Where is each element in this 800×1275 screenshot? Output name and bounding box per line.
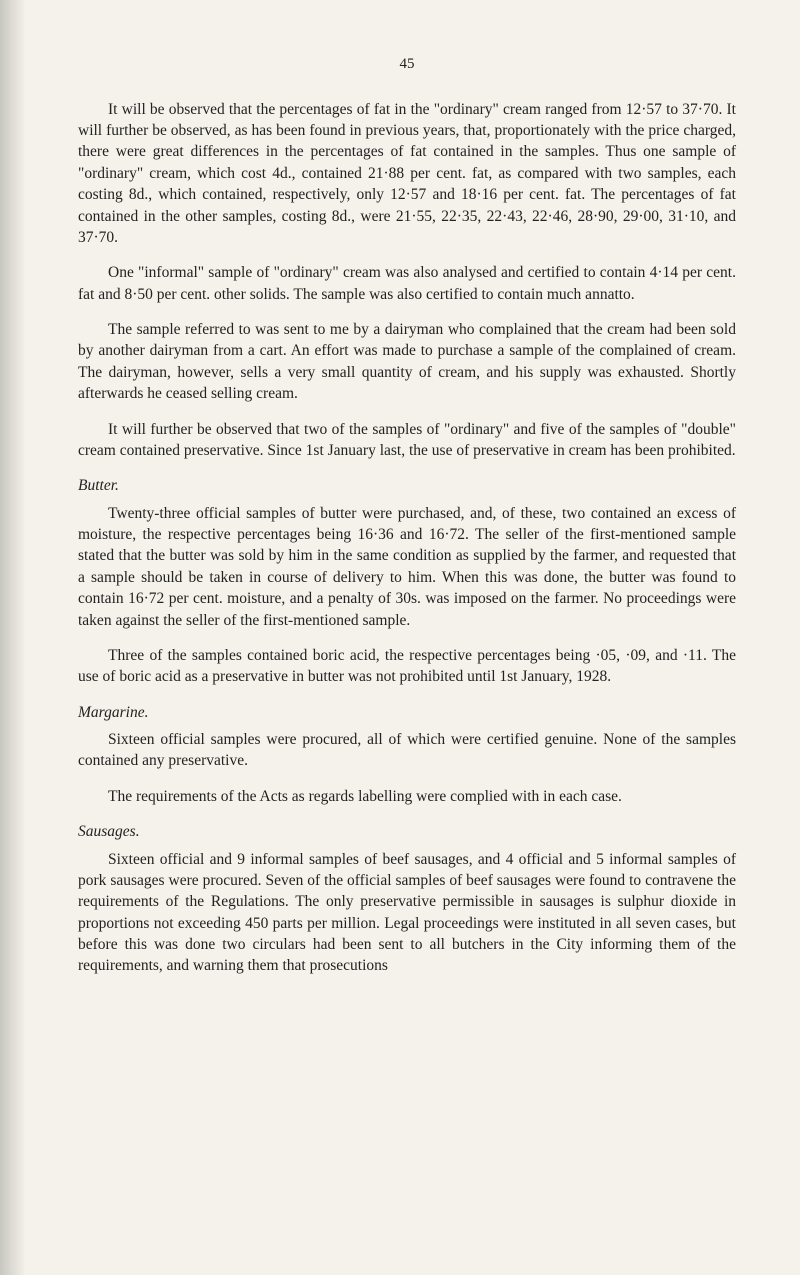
body-paragraph: Sixteen official samples were procured, … — [78, 729, 736, 772]
document-page: 45 It will be observed that the percenta… — [0, 0, 800, 1275]
section-heading-margarine: Margarine. — [78, 702, 736, 723]
body-paragraph: Twenty-three official samples of butter … — [78, 503, 736, 631]
body-paragraph: The requirements of the Acts as regards … — [78, 786, 736, 807]
body-paragraph: Three of the samples contained boric aci… — [78, 645, 736, 688]
page-number: 45 — [78, 54, 736, 75]
body-paragraph: One "informal" sample of "ordinary" crea… — [78, 262, 736, 305]
body-paragraph: Sixteen official and 9 informal samples … — [78, 849, 736, 977]
body-paragraph: It will further be observed that two of … — [78, 419, 736, 462]
page-shadow — [0, 0, 26, 1275]
section-heading-sausages: Sausages. — [78, 821, 736, 842]
body-paragraph: It will be observed that the percentages… — [78, 99, 736, 249]
section-heading-butter: Butter. — [78, 475, 736, 496]
body-paragraph: The sample referred to was sent to me by… — [78, 319, 736, 405]
